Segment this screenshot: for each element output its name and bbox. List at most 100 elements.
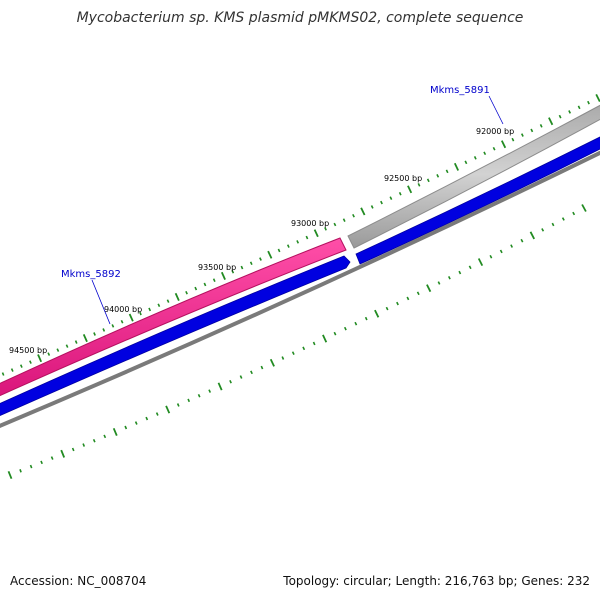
outer-tick: [324, 227, 327, 231]
outer-tick: [111, 324, 115, 328]
outer-tick: [37, 354, 43, 363]
outer-tick: [352, 213, 355, 218]
inner-tick: [572, 211, 576, 216]
tick-label-92500: 92500 bp: [384, 174, 422, 183]
outer-tick: [333, 222, 337, 227]
outer-tick: [453, 162, 460, 171]
outer-tick: [19, 364, 23, 368]
outer-tick: [426, 178, 430, 183]
inner-tick: [529, 231, 535, 240]
tick-label-94000: 94000 bp: [104, 305, 142, 314]
inner-tick: [406, 296, 410, 301]
outer-tick: [82, 334, 88, 343]
inner-tick: [217, 382, 223, 391]
inner-tick: [250, 370, 253, 375]
inner-tick: [145, 416, 149, 421]
outer-tick: [568, 110, 572, 114]
outer-tick: [220, 271, 226, 280]
inner-tick: [124, 425, 128, 430]
blue-track-right[interactable]: [355, 132, 600, 265]
accession-text: Accession: NC_008704: [10, 574, 147, 588]
gene-label-mkms-5891[interactable]: Mkms_5891: [430, 85, 490, 96]
outer-tick: [389, 196, 393, 200]
tick-label-94500: 94500 bp: [9, 346, 47, 355]
inner-tick: [477, 258, 484, 267]
outer-tick: [342, 218, 346, 222]
inner-tick: [281, 356, 285, 360]
inner-tick: [499, 249, 503, 254]
outer-tick: [417, 183, 421, 187]
outer-tick: [249, 261, 253, 266]
gene-mkms-5892-forward-feature[interactable]: [0, 237, 347, 400]
sequence-backbone: [0, 150, 600, 428]
outer-tick: [240, 265, 244, 270]
outer-tick: [185, 290, 188, 295]
inner-tick: [229, 379, 232, 384]
outer-tick: [65, 344, 69, 348]
inner-tick: [197, 393, 201, 398]
gene-label-mkms-5892[interactable]: Mkms_5892: [61, 269, 121, 280]
outer-tick: [296, 240, 300, 244]
inner-tick: [19, 469, 22, 473]
inner-tick: [551, 222, 555, 227]
gene-mkms-5891-leader-line: [488, 95, 504, 125]
gene-mkms-5891-forward-feature[interactable]: [347, 100, 600, 249]
inner-tick: [541, 228, 545, 232]
outer-tick: [166, 299, 170, 303]
inner-tick: [343, 326, 347, 331]
topology-text: Topology: circular; Length: 216,763 bp; …: [283, 574, 590, 588]
inner-tick: [239, 375, 243, 379]
inner-tick: [7, 470, 13, 480]
inner-tick: [322, 334, 328, 343]
inner-tick: [312, 341, 316, 346]
map-title: Mycobacterium sp. KMS plasmid pMKMS02, c…: [76, 10, 524, 26]
outer-tick: [500, 140, 507, 149]
outer-tick: [492, 146, 496, 151]
outer-tick: [10, 368, 14, 372]
blue-track-left[interactable]: [0, 255, 351, 420]
outer-tick: [74, 340, 78, 344]
inner-tick: [561, 217, 565, 221]
gene-mkms-5892-leader-line: [91, 279, 111, 325]
inner-tick: [165, 405, 171, 414]
inner-tick: [364, 316, 368, 321]
inner-tick: [426, 284, 432, 293]
inner-tick: [458, 270, 462, 275]
outer-tick: [120, 319, 124, 324]
tick-label-93500: 93500 bp: [198, 263, 236, 272]
outer-tick: [212, 278, 216, 283]
inner-tick: [396, 301, 399, 306]
outer-tick: [436, 174, 440, 178]
outer-tick: [511, 137, 515, 142]
outer-tick: [577, 105, 581, 110]
outer-tick: [139, 311, 142, 316]
outer-tick: [56, 348, 60, 352]
outer-tick: [595, 93, 600, 103]
inner-tick: [155, 412, 159, 416]
outer-tick: [313, 229, 319, 238]
inner-tick: [187, 398, 191, 403]
outer-tick: [267, 250, 273, 259]
outer-tick: [305, 235, 309, 240]
inner-tick: [416, 291, 420, 296]
outer-tick: [203, 282, 207, 287]
outer-tick: [483, 151, 487, 156]
inner-tick: [176, 403, 180, 407]
inner-tick: [103, 434, 107, 439]
inner-tick-row: [7, 204, 587, 480]
inner-tick: [260, 365, 264, 370]
inner-tick: [489, 254, 493, 259]
inner-tick: [134, 421, 138, 425]
outer-tick: [47, 352, 51, 356]
inner-tick: [385, 306, 389, 311]
inner-tick: [40, 460, 43, 465]
inner-tick: [208, 389, 212, 393]
outer-tick: [370, 205, 374, 209]
inner-tick: [468, 265, 472, 270]
outer-tick: [148, 307, 152, 312]
outer-tick: [29, 360, 32, 364]
inner-tick: [82, 443, 86, 447]
outer-tick: [259, 257, 262, 261]
inner-tick: [50, 456, 54, 460]
